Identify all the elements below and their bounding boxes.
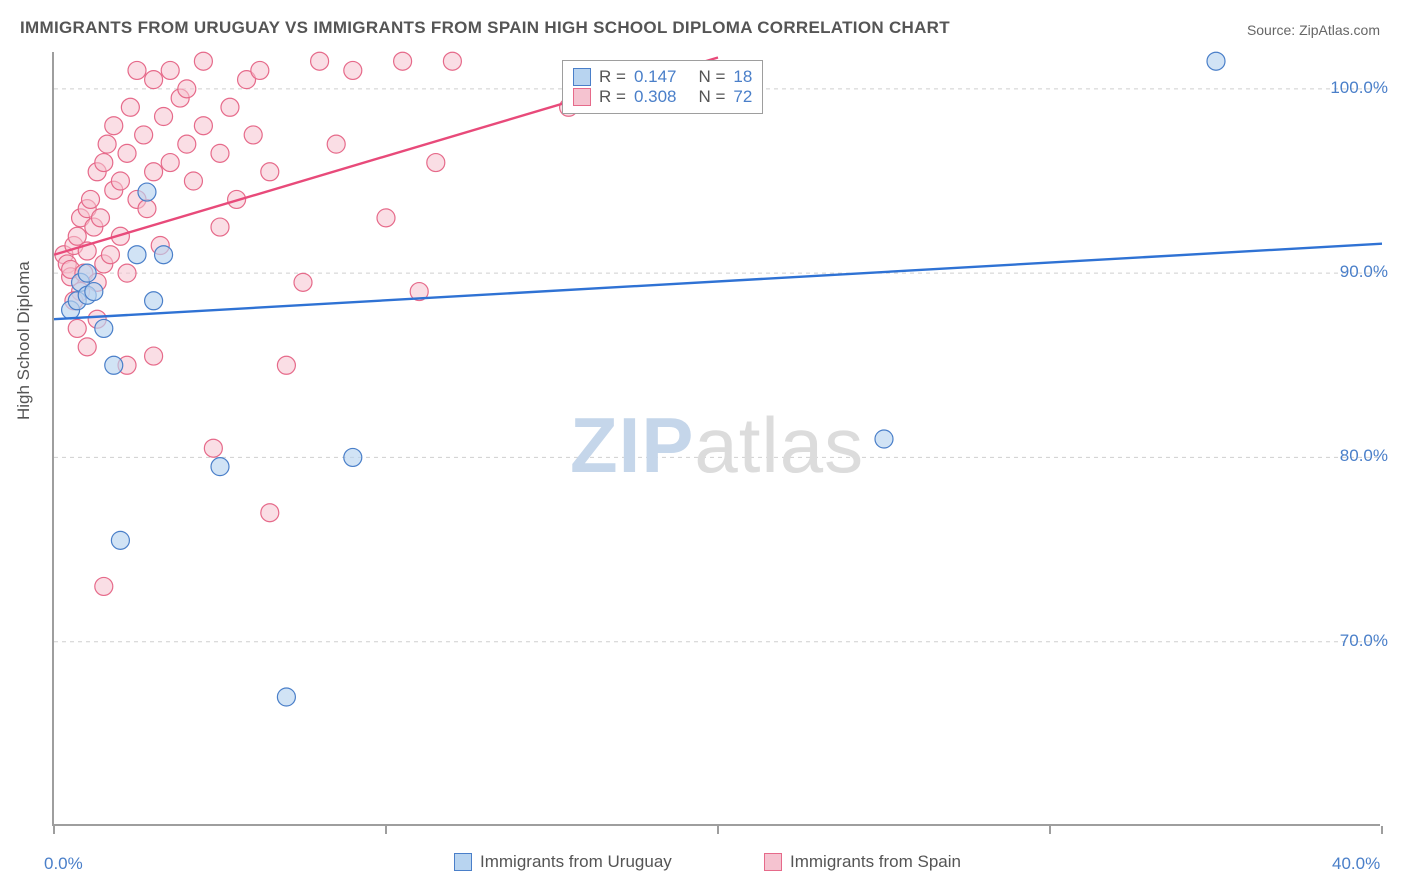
bottom-legend-spain: Immigrants from Spain [764, 852, 961, 872]
legend-row-spain: R = 0.308 N = 72 [573, 87, 752, 107]
bottom-legend-uruguay: Immigrants from Uruguay [454, 852, 672, 872]
source-label: Source: ZipAtlas.com [1247, 22, 1380, 38]
y-tick-label: 100.0% [1330, 78, 1388, 98]
r-label: R = [599, 87, 626, 107]
y-tick-label: 70.0% [1340, 631, 1388, 651]
chart-title: IMMIGRANTS FROM URUGUAY VS IMMIGRANTS FR… [20, 18, 950, 38]
correlation-legend: R = 0.147 N = 18 R = 0.308 N = 72 [562, 60, 763, 114]
square-icon [764, 853, 782, 871]
chart-svg [54, 52, 1382, 826]
r-value: 0.147 [634, 67, 677, 87]
y-tick-label: 80.0% [1340, 446, 1388, 466]
n-value: 72 [733, 87, 752, 107]
n-label: N = [698, 87, 725, 107]
square-icon [454, 853, 472, 871]
y-axis-label: High School Diploma [14, 261, 34, 420]
x-tick-label: 40.0% [1332, 854, 1380, 874]
r-label: R = [599, 67, 626, 87]
x-tick-label: 0.0% [44, 854, 83, 874]
legend-row-uruguay: R = 0.147 N = 18 [573, 67, 752, 87]
plot-area [52, 52, 1380, 826]
n-value: 18 [733, 67, 752, 87]
y-tick-label: 90.0% [1340, 262, 1388, 282]
square-icon [573, 68, 591, 86]
square-icon [573, 88, 591, 106]
series-label: Immigrants from Uruguay [480, 852, 672, 872]
r-value: 0.308 [634, 87, 677, 107]
n-label: N = [698, 67, 725, 87]
series-label: Immigrants from Spain [790, 852, 961, 872]
